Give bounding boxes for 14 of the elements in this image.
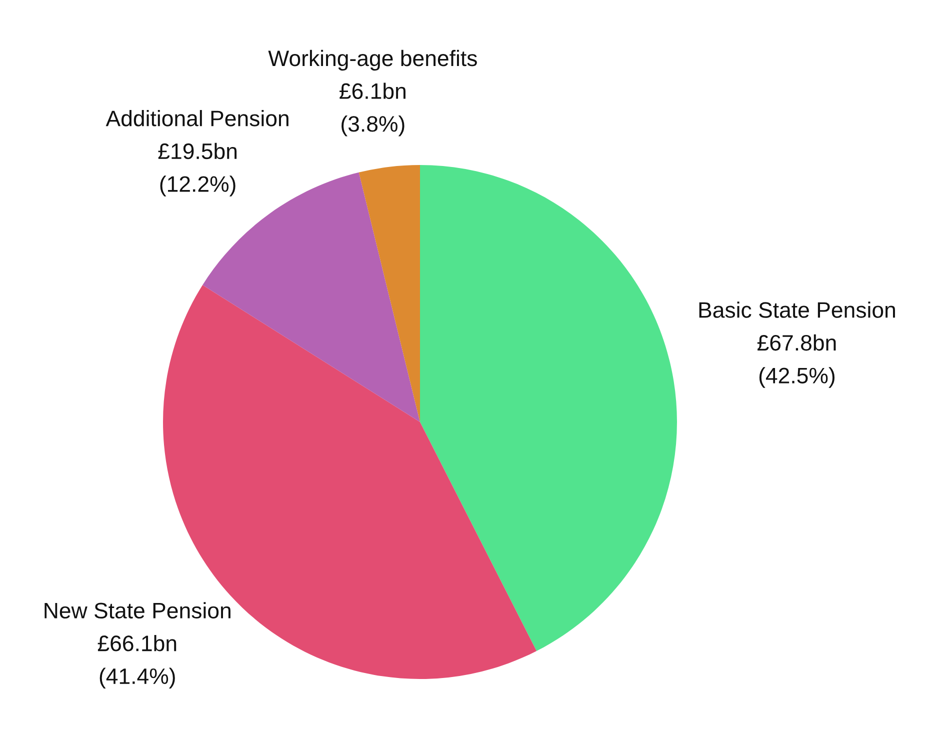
text: (12.2%)	[160, 176, 236, 196]
text: (41.4%)	[100, 668, 175, 688]
text: (3.8%)	[342, 115, 404, 136]
slice-label: New State Pension	[44, 602, 230, 618]
slice-label: Basic State Pension	[699, 302, 895, 318]
slice-label: Additional Pension	[106, 110, 288, 126]
data-label: £19.5bn	[158, 142, 237, 160]
pie-slice	[358, 165, 420, 422]
data-label: £67.8bn	[757, 334, 836, 351]
slice-label: Working-age benefits	[268, 50, 477, 71]
text: (42.5%)	[759, 367, 834, 388]
data-label: £6.1bn	[340, 82, 406, 100]
pie-slice	[420, 165, 677, 652]
data-label: £66.1bn	[98, 634, 176, 652]
